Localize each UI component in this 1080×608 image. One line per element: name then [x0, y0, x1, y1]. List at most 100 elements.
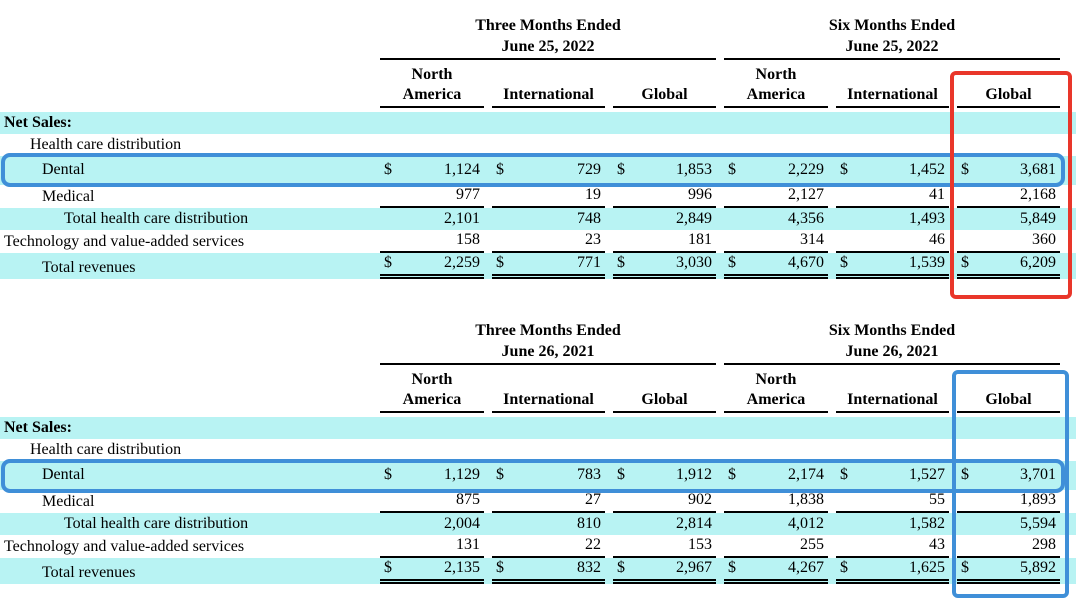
column-header-label: North America — [402, 371, 462, 408]
period-group: Six Months Ended June 26, 2021 — [724, 319, 1060, 365]
value-cell: 298 — [957, 535, 1060, 558]
row-label: Net Sales: — [4, 419, 72, 436]
dollar-sign: $ — [961, 559, 969, 576]
value: 4,012 — [788, 515, 824, 532]
value: 1,625 — [909, 559, 945, 576]
table-row: Technology and value-added services 158 23… — [0, 230, 1076, 253]
value: 314 — [800, 231, 824, 248]
column-header: International — [492, 365, 605, 413]
value-cell: $1,853 — [613, 160, 716, 181]
value-cell — [724, 155, 828, 156]
value-cell: $5,892 — [957, 558, 1060, 584]
value: 1,582 — [909, 515, 945, 532]
value-cell: $783 — [492, 465, 605, 486]
value: 1,539 — [909, 254, 945, 271]
row-label: Net Sales: — [4, 114, 72, 131]
table-rows: Net Sales: Health care distribution Dental… — [0, 417, 1080, 584]
column-header-label: International — [847, 86, 938, 103]
value: 19 — [585, 186, 601, 203]
column-header-label: International — [503, 391, 594, 408]
dollar-sign: $ — [728, 466, 736, 483]
value: 3,030 — [676, 254, 712, 271]
value: 2,259 — [444, 254, 480, 271]
value-cell — [836, 155, 949, 156]
value: 2,101 — [444, 210, 480, 227]
period-title: Three Months Ended — [475, 322, 621, 339]
table-rows: Net Sales: Health care distribution Dental… — [0, 112, 1080, 279]
period-title: Six Months Ended — [828, 17, 956, 34]
period-group-header-row: Three Months Ended June 25, 2022 Six Month… — [0, 14, 1076, 60]
dollar-sign: $ — [961, 254, 969, 271]
row-label: Medical — [42, 493, 95, 510]
column-header: North America — [380, 60, 484, 108]
value: 2,004 — [444, 515, 480, 532]
value-cell — [724, 133, 828, 134]
value: 255 — [800, 536, 824, 553]
column-header: Global — [613, 365, 716, 413]
value-cell: $1,912 — [613, 465, 716, 486]
value-cell: 5,849 — [957, 209, 1060, 230]
period-title: Three Months Ended — [475, 17, 621, 34]
value: 153 — [688, 536, 712, 553]
value: 4,267 — [788, 559, 824, 576]
period-date: June 26, 2021 — [845, 343, 939, 360]
value: 23 — [585, 231, 601, 248]
dollar-sign: $ — [617, 254, 625, 271]
value: 4,670 — [788, 254, 824, 271]
dollar-sign: $ — [961, 161, 969, 178]
value-cell: 23 — [492, 230, 605, 253]
value: 748 — [577, 210, 601, 227]
net-sales-table-2021: Three Months Ended June 26, 2021 Six Month… — [0, 319, 1080, 584]
dollar-sign: $ — [728, 161, 736, 178]
period-date: June 26, 2021 — [501, 343, 595, 360]
period-date: June 25, 2022 — [845, 38, 939, 55]
value: 1,124 — [444, 161, 480, 178]
dollar-sign: $ — [384, 161, 392, 178]
value-cell: $1,452 — [836, 160, 949, 181]
dollar-sign: $ — [728, 254, 736, 271]
value-cell: 131 — [380, 535, 484, 558]
value-cell: 748 — [492, 209, 605, 230]
value: 158 — [456, 231, 480, 248]
column-header: Global — [613, 60, 716, 108]
value: 41 — [929, 186, 945, 203]
value-cell — [724, 460, 828, 461]
value: 1,838 — [788, 491, 824, 508]
value-cell: $832 — [492, 558, 605, 584]
column-header-label: Global — [985, 86, 1032, 103]
value-cell — [380, 438, 484, 439]
table-row: Dental $1,124 $729 $1,853 $2,229 $1,452 $3,681 — [0, 156, 1076, 185]
value-cell: 996 — [613, 185, 716, 208]
value: 2,168 — [1020, 186, 1056, 203]
dollar-sign: $ — [617, 161, 625, 178]
value-cell: 158 — [380, 230, 484, 253]
value-cell: 5,594 — [957, 514, 1060, 535]
value: 55 — [929, 491, 945, 508]
column-header: International — [836, 365, 949, 413]
dollar-sign: $ — [961, 466, 969, 483]
value-cell: 810 — [492, 514, 605, 535]
value-cell — [957, 155, 1060, 156]
row-label: Health care distribution — [30, 136, 182, 153]
value-cell: 19 — [492, 185, 605, 208]
net-sales-table-2022: Three Months Ended June 25, 2022 Six Month… — [0, 14, 1080, 279]
dollar-sign: $ — [840, 161, 848, 178]
value-cell: 2,101 — [380, 209, 484, 230]
column-header: International — [836, 60, 949, 108]
row-label: Technology and value-added services — [4, 538, 245, 555]
value: 2,174 — [788, 466, 824, 483]
dollar-sign: $ — [840, 559, 848, 576]
column-header: North America — [724, 365, 828, 413]
value: 977 — [456, 186, 480, 203]
period-group: Six Months Ended June 25, 2022 — [724, 14, 1060, 60]
value-cell: $3,030 — [613, 253, 716, 279]
value: 4,356 — [788, 210, 824, 227]
dollar-sign: $ — [840, 466, 848, 483]
period-group: Three Months Ended June 26, 2021 — [380, 319, 716, 365]
value-cell: 4,012 — [724, 514, 828, 535]
value-cell: $771 — [492, 253, 605, 279]
value-cell: $6,209 — [957, 253, 1060, 279]
value-cell: $4,267 — [724, 558, 828, 584]
dollar-sign: $ — [496, 466, 504, 483]
